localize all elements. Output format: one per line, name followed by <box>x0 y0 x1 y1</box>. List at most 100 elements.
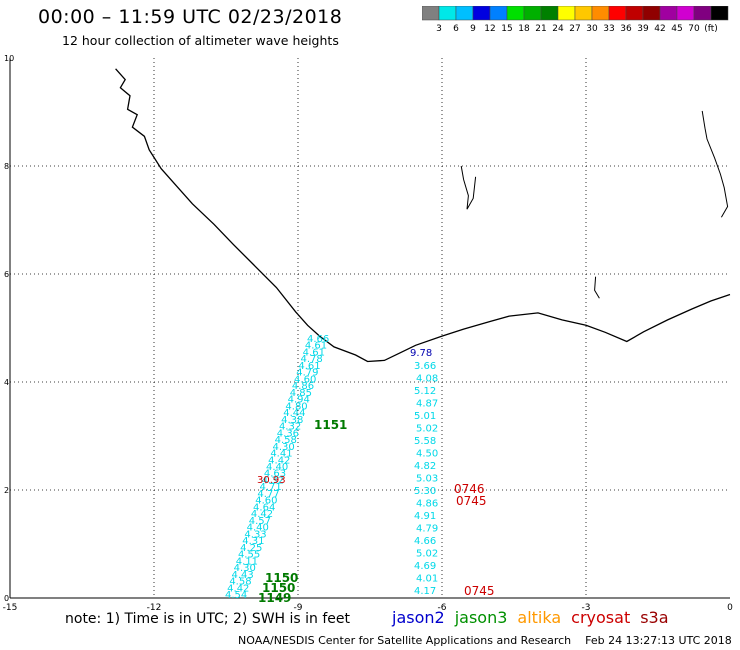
swh-label: 4.41 <box>270 449 292 460</box>
swh-label: 4.64 <box>253 502 275 513</box>
swh-label: 4.25 <box>240 543 262 554</box>
x-tick-label: -3 <box>582 603 591 610</box>
lake-volta <box>701 110 729 218</box>
plot-frame <box>9 58 730 599</box>
grid-lines <box>10 58 730 598</box>
swh-label: 4.87 <box>416 399 438 410</box>
credit-timestamp: Feb 24 13:27:13 UTC 2018 <box>585 634 732 647</box>
colorbar-label: 9 <box>470 24 476 34</box>
credit-line: NOAA/NESDIS Center for Satellite Applica… <box>238 634 732 647</box>
swh-label: 4.91 <box>414 511 436 522</box>
colorbar-label: 6 <box>453 24 459 34</box>
y-tick-label: 6 <box>4 270 9 279</box>
legend-s3a: s3a <box>640 608 669 627</box>
swh-label: 4.80 <box>285 401 307 412</box>
coastline <box>115 68 731 363</box>
track-labels: 4.664.614.614.784.614.794.604.864.854.94… <box>225 334 495 605</box>
colorbar-label: 15 <box>501 24 512 34</box>
swh-label: 4.17 <box>414 586 436 597</box>
y-tick-label: 8 <box>4 162 9 171</box>
swh-label: 4.85 <box>290 388 312 399</box>
swh-label: 4.78 <box>301 354 323 365</box>
swh-label: 4.69 <box>414 561 436 572</box>
swh-label: 1150 <box>262 581 295 595</box>
swh-label: 0745 <box>456 494 487 508</box>
swh-label: 4.66 <box>414 536 436 547</box>
swh-label: 4.30 <box>234 563 256 574</box>
swh-label: 4.30 <box>272 442 294 453</box>
swh-label: 4.61 <box>298 361 320 372</box>
swh-label: 4.60 <box>294 374 316 385</box>
swh-label: 4.71 <box>260 482 282 493</box>
colorbar-label: 12 <box>484 24 495 34</box>
swh-label: 4.82 <box>414 461 436 472</box>
x-tick-label: -6 <box>438 603 447 610</box>
credit-text: NOAA/NESDIS Center for Satellite Applica… <box>238 634 572 647</box>
tick-labels: -15 -12 -9 -6 -3 0 10 8 6 4 2 0 <box>3 54 733 610</box>
swh-label: 5.02 <box>416 424 438 435</box>
colorbar-label: 70 <box>688 24 700 34</box>
legend-jason2: jason2 <box>392 608 445 627</box>
swh-label: 4.79 <box>296 368 318 379</box>
swh-label: 4.86 <box>416 499 438 510</box>
swh-label: 3.66 <box>414 361 436 372</box>
swh-label: 4.40 <box>247 523 269 534</box>
colorbar-label: 39 <box>637 24 649 34</box>
colorbar-label: 24 <box>552 24 564 34</box>
swh-label: 1150 <box>265 571 298 585</box>
swh-label: 4.31 <box>242 536 264 547</box>
x-tick-label: -9 <box>294 603 303 610</box>
satellite-legend: jason2 jason3 altika cryosat s3a <box>392 608 679 627</box>
colorbar: 3 6 9 12 15 18 21 24 27 30 33 36 39 42 45 70 (ft) <box>422 6 729 34</box>
x-tick-label: -15 <box>3 603 18 610</box>
colorbar-label: (ft) <box>704 24 718 34</box>
colorbar-label: 45 <box>671 24 682 34</box>
map-title: 00:00 – 11:59 UTC 02/23/2018 <box>38 6 343 28</box>
swh-label: 4.61 <box>305 341 327 352</box>
swh-label: 4.44 <box>283 408 305 419</box>
swh-label: 4.11 <box>236 556 258 567</box>
swh-label: 5.02 <box>416 549 438 560</box>
map-subtitle: 12 hour collection of altimeter wave hei… <box>62 33 339 48</box>
swh-label: 4.61 <box>303 347 325 358</box>
swh-label: 0745 <box>464 584 495 598</box>
colorbar-label: 33 <box>603 24 614 34</box>
swh-label: 4.40 <box>266 462 288 473</box>
swh-label: 4.58 <box>275 435 297 446</box>
y-tick-label: 10 <box>4 54 14 63</box>
colorbar-label: 27 <box>569 24 580 34</box>
colorbar-label: 18 <box>518 24 530 34</box>
swh-label: 4.63 <box>264 469 286 480</box>
swh-label: 4.42 <box>268 455 290 466</box>
swh-label: 4.36 <box>277 428 299 439</box>
colorbar-label: 30 <box>586 24 598 34</box>
swh-label: 4.01 <box>416 574 438 585</box>
colorbar-label: 42 <box>654 24 665 34</box>
swh-label: 9.78 <box>410 348 432 359</box>
swh-label: 4.50 <box>416 449 438 460</box>
colorbar-swatch <box>710 6 729 21</box>
swh-label: 4.66 <box>307 334 329 345</box>
swh-label: 4.43 <box>231 570 253 581</box>
swh-label: 4.94 <box>288 395 310 406</box>
swh-label: 4.42 <box>227 583 249 594</box>
swh-label: 5.01 <box>414 411 436 422</box>
lake-kossou <box>460 165 477 210</box>
swh-label: 1151 <box>314 418 347 432</box>
swh-label: 4.38 <box>281 415 303 426</box>
swh-label: 4.79 <box>416 524 438 535</box>
swh-label: 5.03 <box>416 474 438 485</box>
y-tick-label: 4 <box>4 378 9 387</box>
colorbar-label: 21 <box>535 24 546 34</box>
x-tick-label: 0 <box>727 603 733 610</box>
colorbar-label: 3 <box>436 24 442 34</box>
legend-jason3: jason3 <box>454 608 508 627</box>
swh-label: 4.54 <box>225 590 247 601</box>
swh-label: 4.60 <box>255 496 277 507</box>
colorbar-label: 36 <box>620 24 632 34</box>
note-text: note: 1) Time is in UTC; 2) SWH is in fe… <box>65 611 351 627</box>
swh-label: 4.42 <box>251 509 273 520</box>
swh-label: 4.33 <box>244 529 266 540</box>
legend-altika: altika <box>517 608 562 627</box>
